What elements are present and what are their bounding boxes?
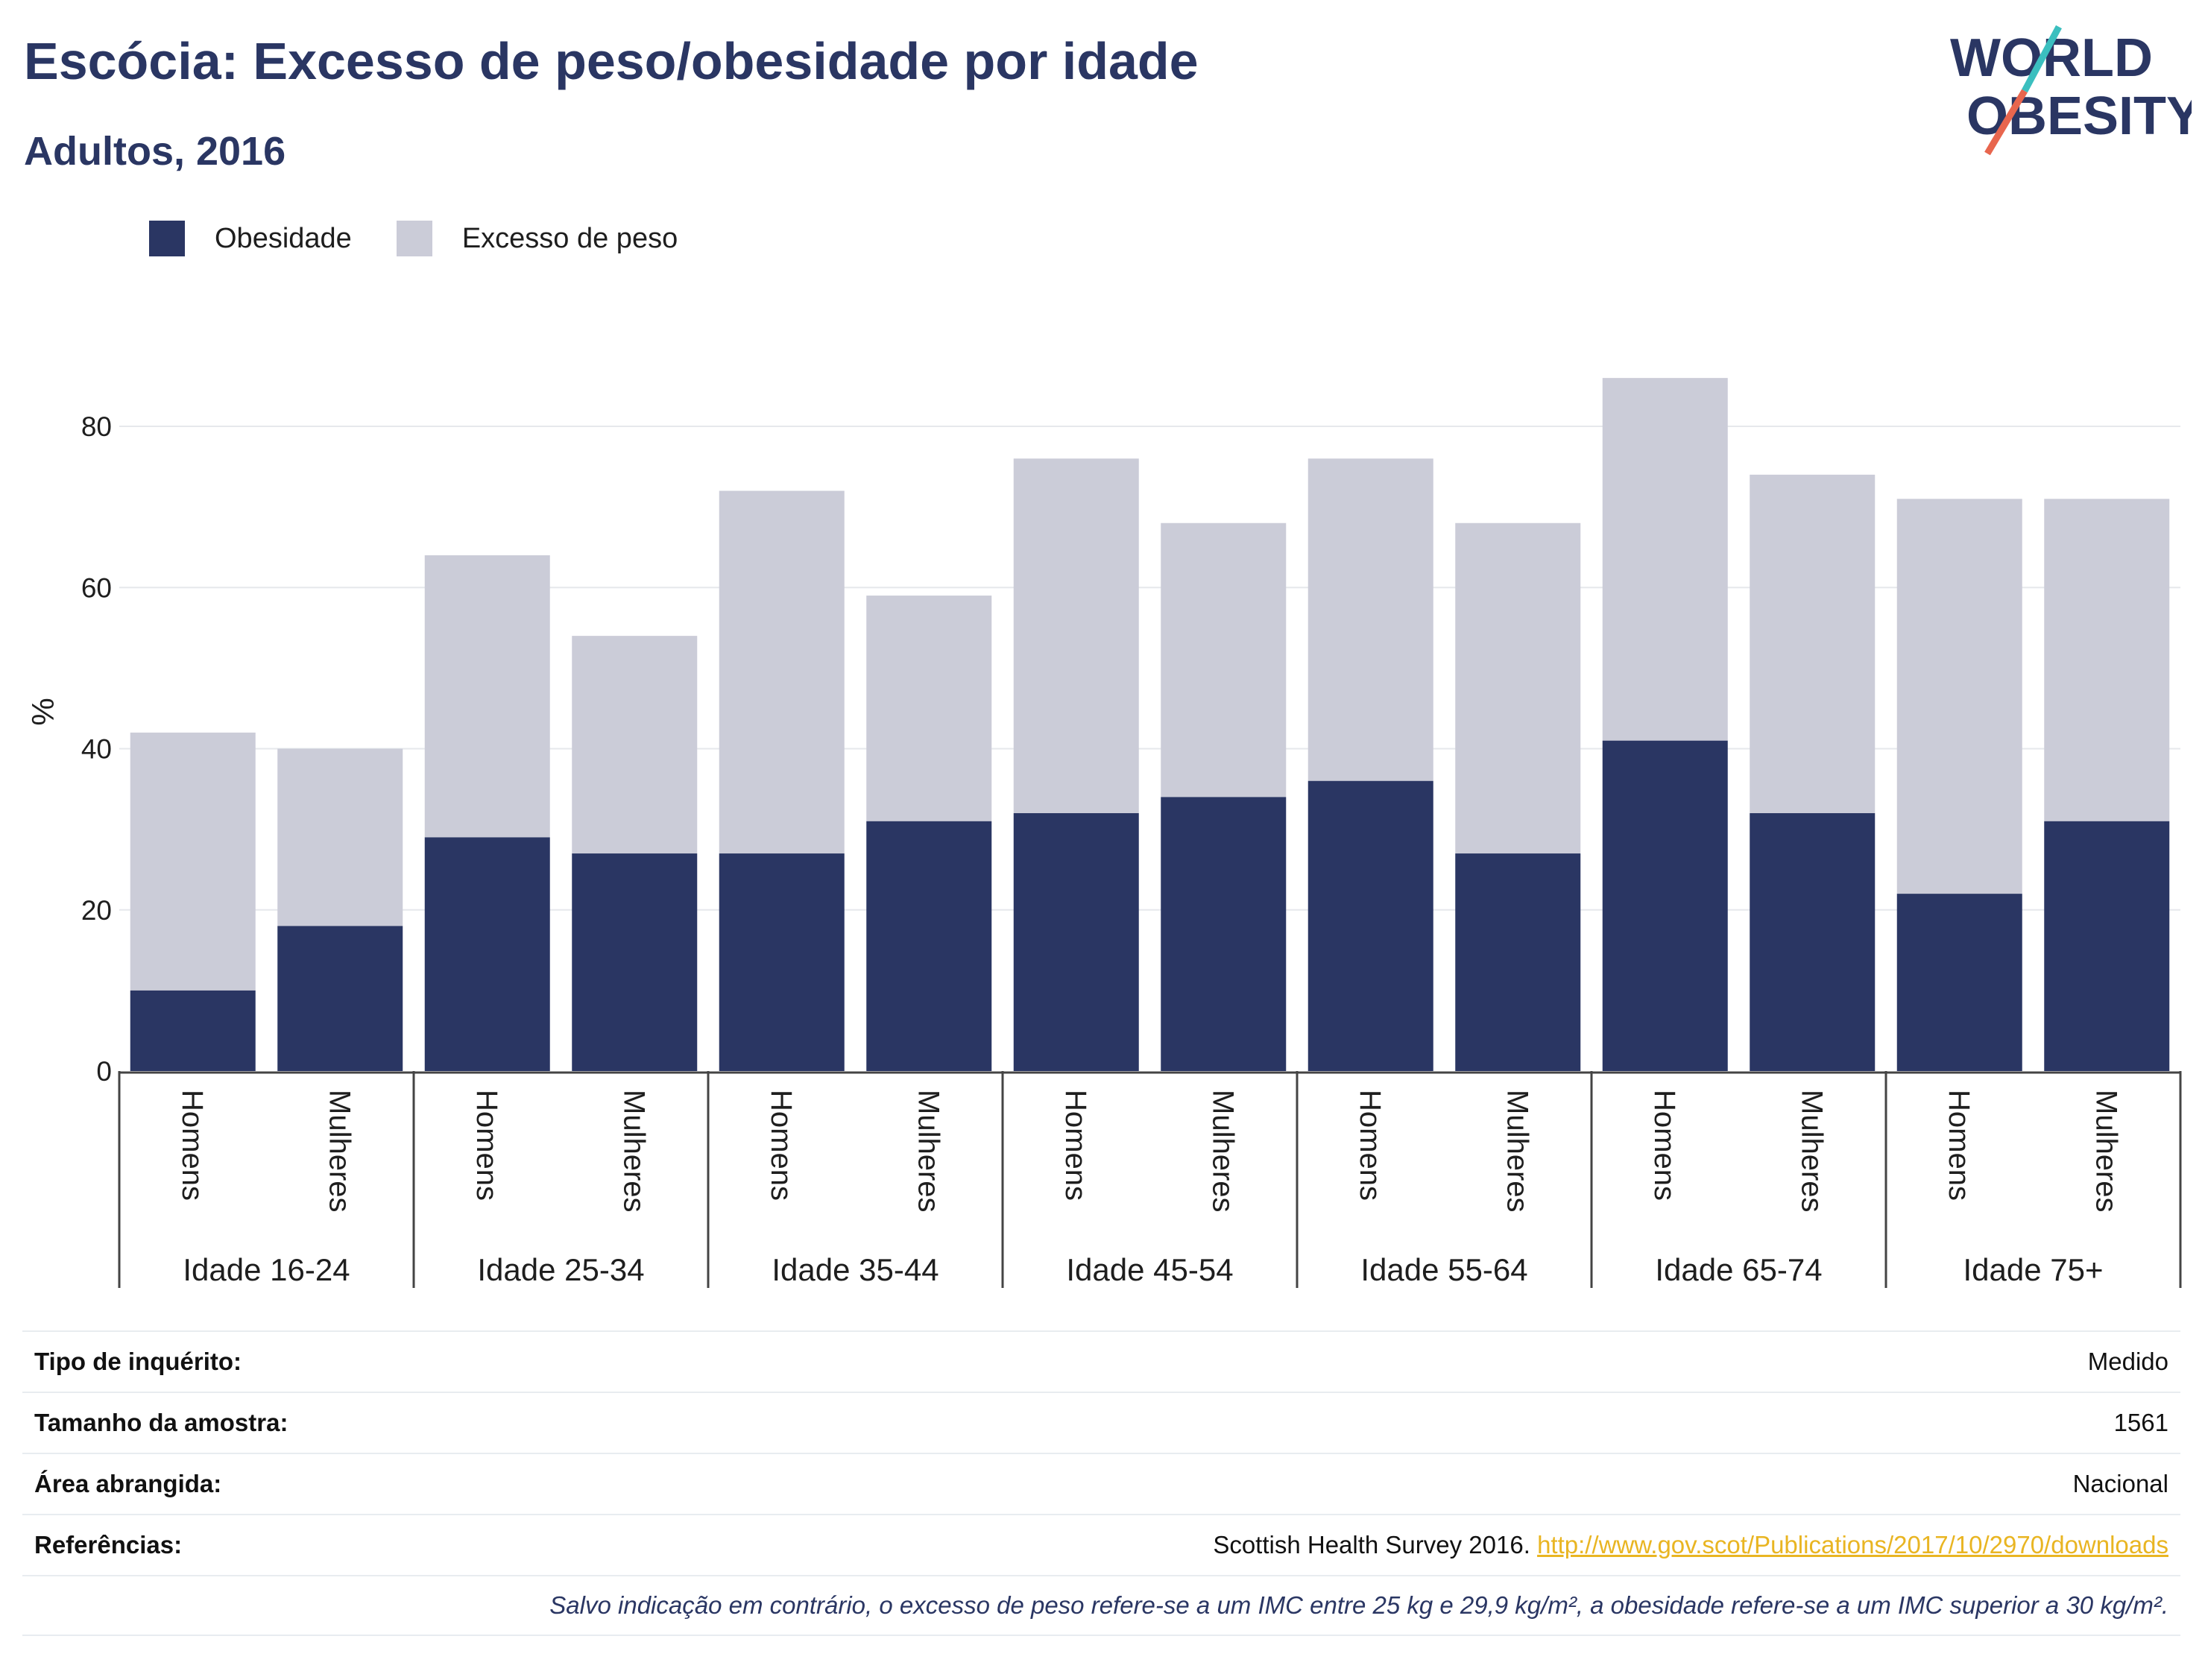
- bar-obesity: [1307, 780, 1433, 1071]
- info-row-area: Área abrangida: Nacional: [22, 1453, 2180, 1514]
- x-group-label: Idade 16-24: [183, 1252, 350, 1287]
- bar-obesity: [1161, 797, 1287, 1071]
- bar-obesity: [1896, 894, 2022, 1071]
- bar-obesity: [1750, 813, 1876, 1071]
- x-category-label: Mulheres: [1206, 1090, 1239, 1213]
- x-category-label: Homens: [765, 1090, 798, 1201]
- chart-subtitle: Adultos, 2016: [24, 129, 286, 174]
- bar-obesity: [2044, 821, 2170, 1071]
- y-tick-label: 20: [81, 895, 112, 926]
- info-row-sample-size: Tamanho da amostra: 1561: [22, 1392, 2180, 1453]
- bar-overweight: [1750, 474, 1876, 813]
- x-group-label: Idade 75+: [1963, 1252, 2103, 1287]
- bar-overweight: [1013, 458, 1139, 813]
- reference-link[interactable]: http://www.gov.scot/Publications/2017/10…: [1537, 1531, 2168, 1559]
- bar-overweight: [277, 748, 403, 926]
- info-row-survey-type: Tipo de inquérito: Medido: [22, 1330, 2180, 1392]
- logo-line2: OBESITY: [1966, 86, 2192, 146]
- x-category-label: Mulheres: [323, 1090, 356, 1213]
- info-key: Referências:: [34, 1531, 183, 1559]
- bar-overweight: [719, 490, 845, 854]
- x-group-label: Idade 25-34: [477, 1252, 644, 1287]
- info-value: Nacional: [2072, 1470, 2168, 1497]
- info-value: Medido: [2087, 1348, 2168, 1375]
- bar-obesity: [424, 837, 550, 1071]
- x-category-label: Mulheres: [912, 1090, 944, 1213]
- x-category-label: Homens: [1059, 1090, 1092, 1201]
- bar-overweight: [130, 732, 256, 991]
- legend-label-obesity: Obesidade: [215, 222, 352, 254]
- info-table: Tipo de inquérito: Medido Tamanho da amo…: [22, 1330, 2180, 1636]
- bar-overweight: [866, 596, 992, 821]
- x-group-label: Idade 65-74: [1655, 1252, 1822, 1287]
- x-group-label: Idade 55-64: [1360, 1252, 1527, 1287]
- bar-obesity: [1602, 740, 1728, 1071]
- legend: Obesidade Excesso de peso: [149, 221, 722, 256]
- bar-overweight: [1896, 499, 2022, 894]
- legend-item-obesity[interactable]: Obesidade: [149, 221, 352, 256]
- bar-overweight: [572, 636, 698, 854]
- x-category-label: Mulheres: [1501, 1090, 1533, 1213]
- legend-label-overweight: Excesso de peso: [461, 222, 678, 254]
- bar-overweight: [1455, 522, 1581, 854]
- logo-red-slash: [1984, 89, 2028, 156]
- info-value: Scottish Health Survey 2016. http://www.…: [1213, 1531, 2168, 1559]
- chart-title: Escócia: Excesso de peso/obesidade por i…: [24, 32, 1199, 90]
- bar-obesity: [1455, 853, 1581, 1071]
- x-category-label: Mulheres: [1795, 1090, 1828, 1213]
- footnote: Salvo indicação em contrário, o excesso …: [22, 1575, 2180, 1636]
- x-category-label: Homens: [1943, 1090, 1975, 1201]
- bar-overweight: [424, 555, 550, 838]
- x-group-label: Idade 45-54: [1066, 1252, 1233, 1287]
- bar-obesity: [866, 821, 992, 1071]
- legend-item-overweight[interactable]: Excesso de peso: [396, 221, 678, 256]
- info-value: 1561: [2113, 1409, 2168, 1436]
- logo-teal-slash: [2022, 25, 2062, 93]
- bar-overweight: [2044, 499, 2170, 821]
- x-category-label: Homens: [176, 1090, 209, 1201]
- legend-swatch-obesity: [149, 221, 185, 256]
- y-tick-label: 80: [81, 411, 112, 442]
- bar-overweight: [1161, 522, 1287, 798]
- x-category-label: Mulheres: [617, 1090, 650, 1213]
- y-axis-label: %: [25, 698, 60, 725]
- info-key: Área abrangida:: [34, 1470, 222, 1497]
- y-tick-label: 0: [96, 1056, 112, 1087]
- bar-overweight: [1307, 458, 1433, 781]
- x-group-label: Idade 35-44: [772, 1252, 939, 1287]
- y-tick-label: 40: [81, 734, 112, 765]
- legend-swatch-overweight: [396, 221, 432, 256]
- info-row-references: Referências: Scottish Health Survey 2016…: [22, 1514, 2180, 1575]
- x-category-label: Mulheres: [2089, 1090, 2122, 1213]
- world-obesity-logo: WORLD OBESITY: [1950, 25, 2192, 156]
- bar-obesity: [719, 853, 845, 1071]
- reference-text: Scottish Health Survey 2016.: [1213, 1531, 1530, 1559]
- info-key: Tamanho da amostra:: [34, 1409, 288, 1436]
- bar-obesity: [130, 990, 256, 1071]
- bar-obesity: [277, 926, 403, 1071]
- bar-overweight: [1602, 378, 1728, 741]
- info-key: Tipo de inquérito:: [34, 1348, 242, 1375]
- y-tick-label: 60: [81, 572, 112, 603]
- x-category-label: Homens: [1648, 1090, 1681, 1201]
- x-category-label: Homens: [470, 1090, 503, 1201]
- bar-obesity: [1013, 813, 1139, 1071]
- bar-chart: 0 20 40 60 80% Homens Mulheres Homens Mulheres Ho…: [25, 378, 2182, 1288]
- bar-obesity: [572, 853, 698, 1071]
- x-category-label: Homens: [1354, 1090, 1387, 1201]
- footnote-text: Salvo indicação em contrário, o excesso …: [549, 1591, 2168, 1619]
